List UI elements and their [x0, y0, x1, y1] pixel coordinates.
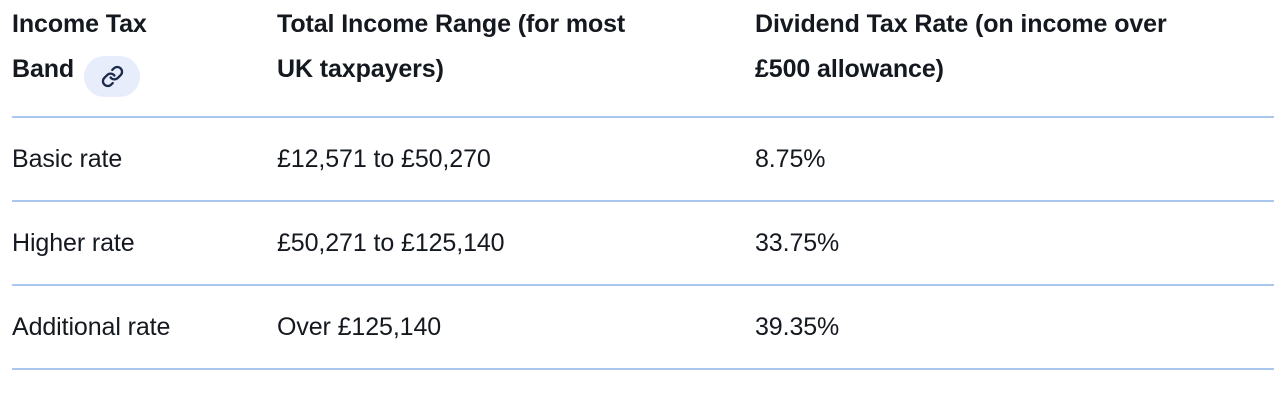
- cell-band: Additional rate: [12, 286, 277, 368]
- header-label-dividend-tax-rate: Dividend Tax Rate (on income over £500 a…: [755, 10, 1167, 83]
- dividend-tax-rate-value: 33.75%: [755, 229, 840, 257]
- table-row-higher-rate: Higher rate £50,271 to £125,140 33.75%: [12, 202, 1274, 286]
- table-row-additional-rate: Additional rate Over £125,140 39.35%: [12, 286, 1274, 370]
- cell-income-range: £12,571 to £50,270: [277, 118, 755, 200]
- band-value: Higher rate: [12, 229, 135, 257]
- cell-income-range: £50,271 to £125,140: [277, 202, 755, 284]
- dividend-tax-rate-value: 8.75%: [755, 145, 826, 173]
- header-label-income-range: Total Income Range (for most UK taxpayer…: [277, 10, 626, 83]
- income-range-value: £12,571 to £50,270: [277, 145, 491, 173]
- band-value: Additional rate: [12, 313, 171, 341]
- income-range-value: £50,271 to £125,140: [277, 229, 505, 257]
- band-value: Basic rate: [12, 145, 123, 173]
- cell-band: Higher rate: [12, 202, 277, 284]
- cell-band: Basic rate: [12, 118, 277, 200]
- header-cell-income-tax-band: Income Tax Band: [12, 0, 277, 97]
- cell-dividend-tax-rate: 8.75%: [755, 118, 1274, 200]
- cell-dividend-tax-rate: 33.75%: [755, 202, 1274, 284]
- dividend-tax-rates-table: Income Tax Band Total Income Range (for …: [12, 0, 1274, 370]
- dividend-tax-rate-value: 39.35%: [755, 313, 840, 341]
- cell-dividend-tax-rate: 39.35%: [755, 286, 1274, 368]
- table-header-row: Income Tax Band Total Income Range (for …: [12, 0, 1274, 118]
- header-cell-income-range: Total Income Range (for most UK taxpayer…: [277, 0, 755, 92]
- anchor-link-button[interactable]: [84, 56, 141, 97]
- table-row-basic-rate: Basic rate £12,571 to £50,270 8.75%: [12, 118, 1274, 202]
- link-icon: [101, 65, 123, 88]
- header-label-income-tax-band: Income Tax Band: [12, 10, 147, 83]
- header-cell-dividend-tax-rate: Dividend Tax Rate (on income over £500 a…: [755, 0, 1274, 92]
- cell-income-range: Over £125,140: [277, 286, 755, 368]
- income-range-value: Over £125,140: [277, 313, 442, 341]
